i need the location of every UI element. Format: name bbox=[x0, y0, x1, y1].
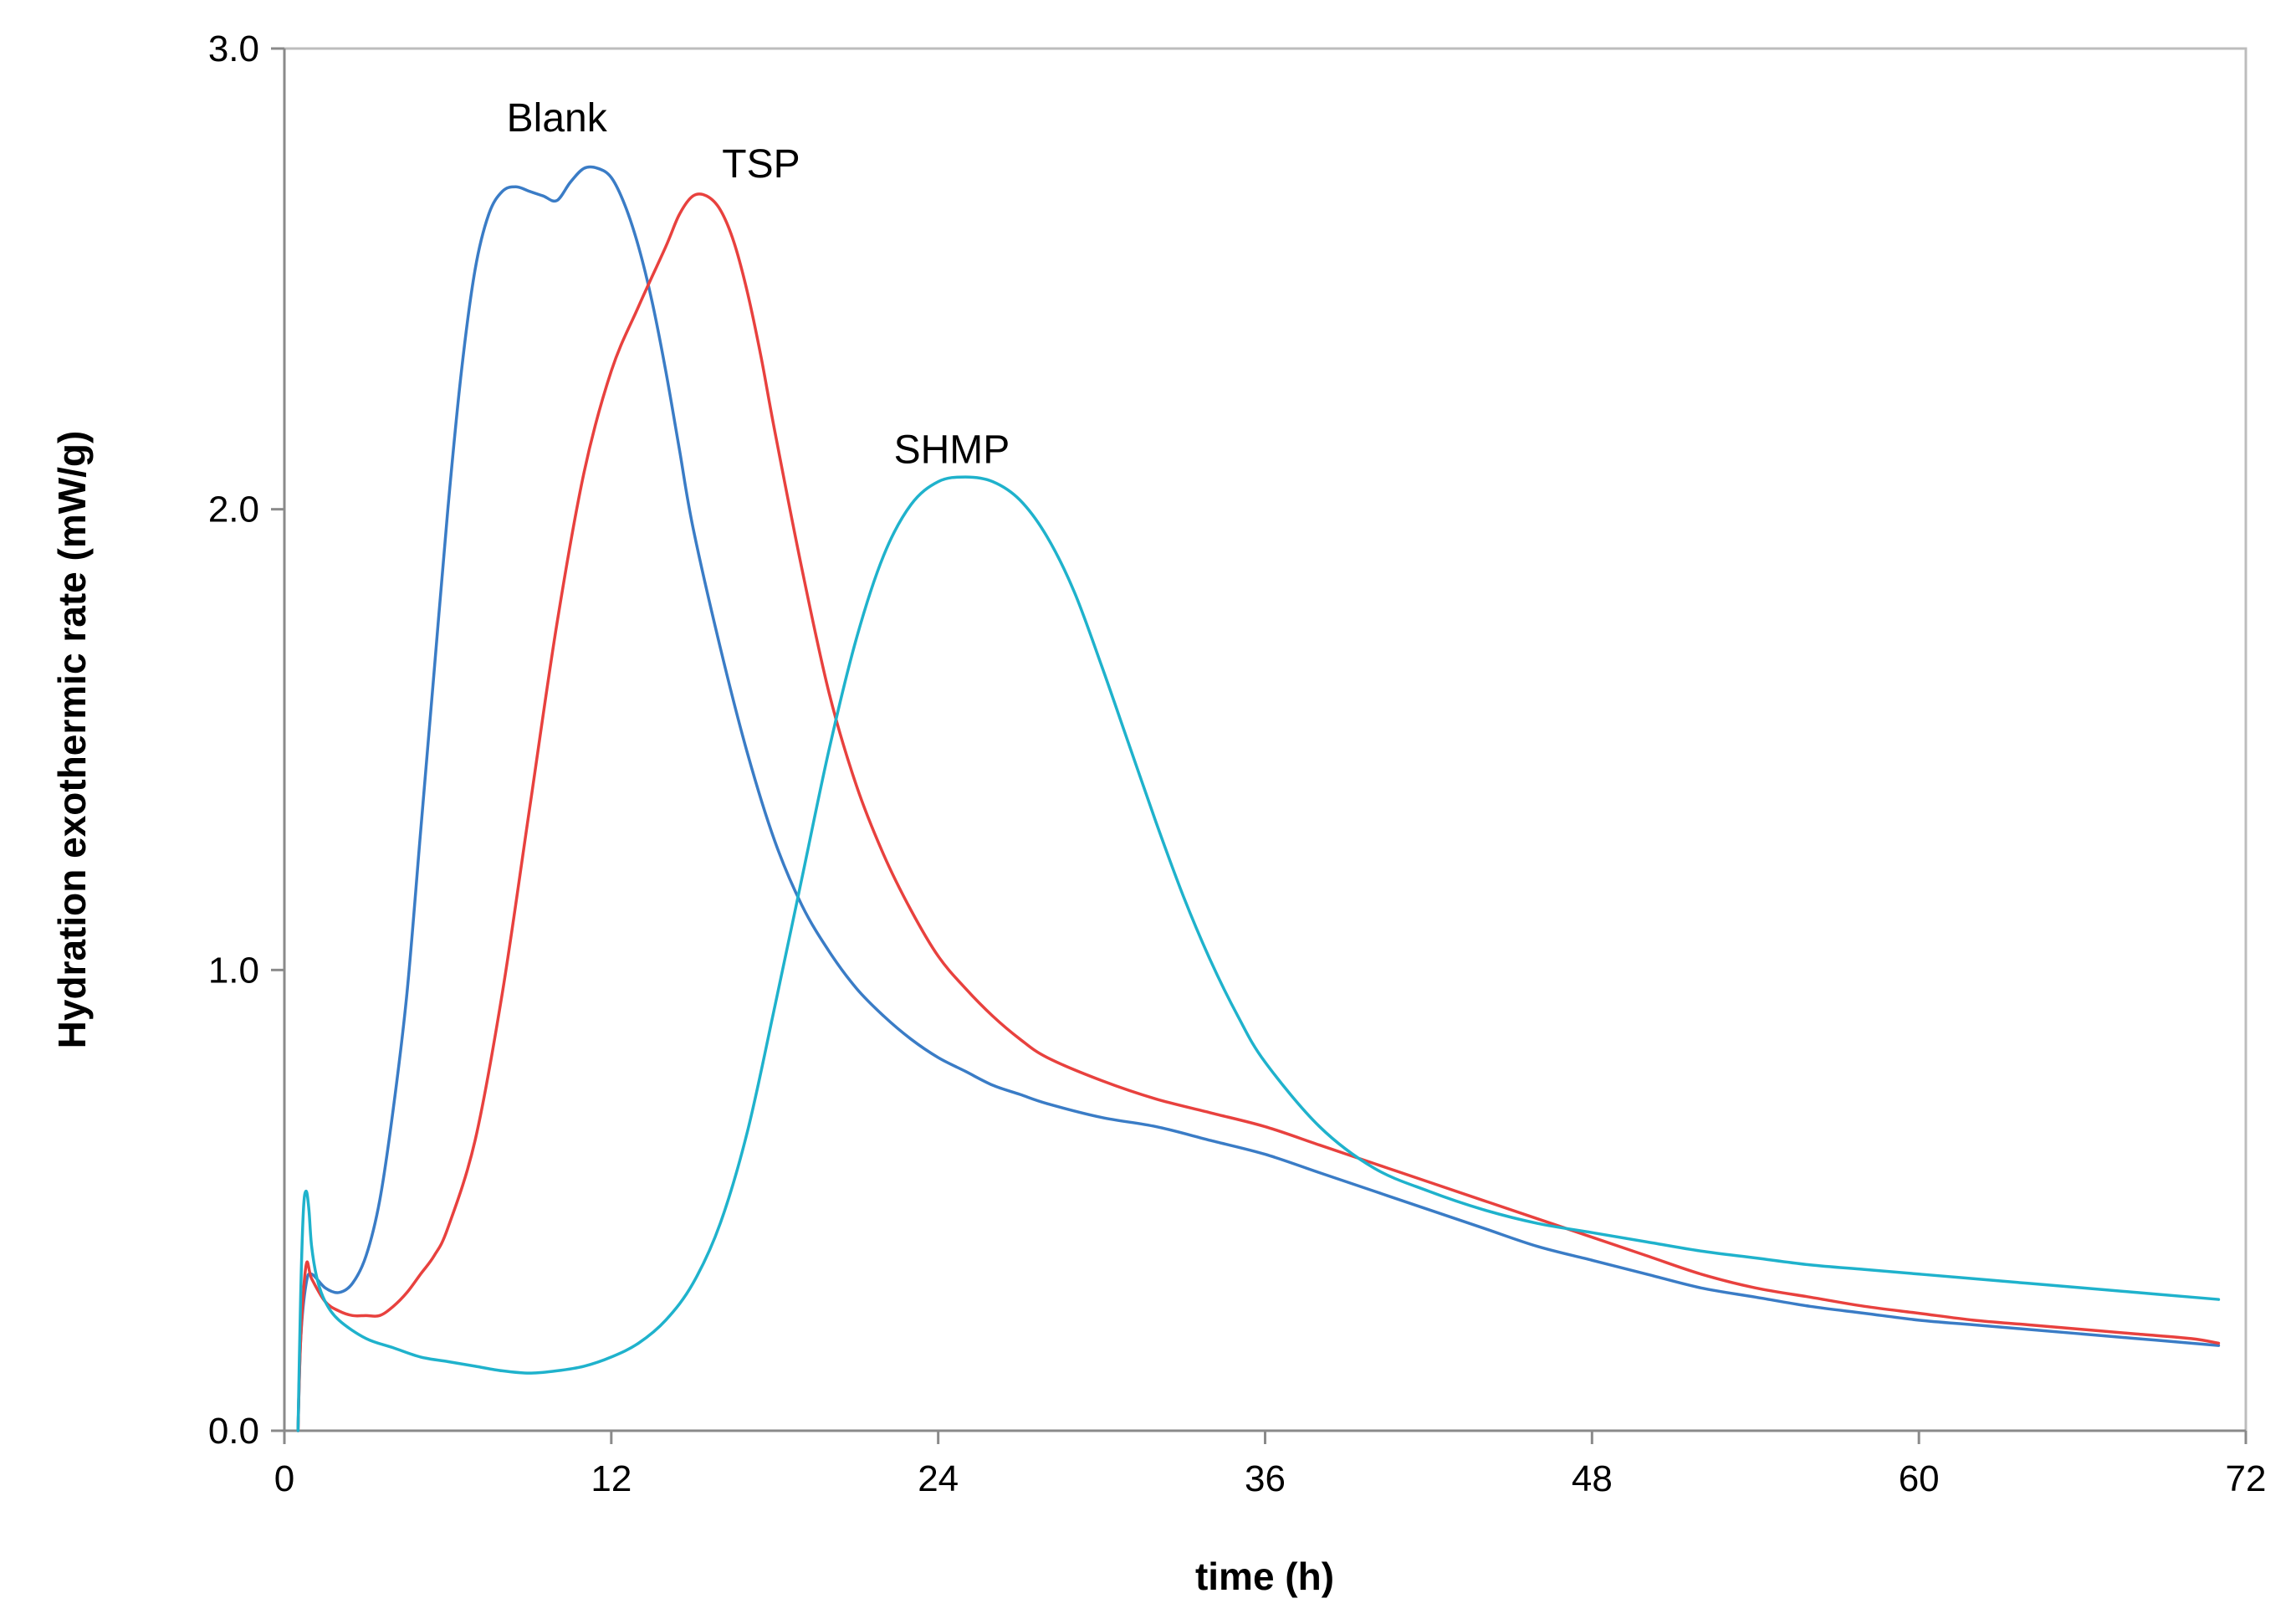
series-label-shmp: SHMP bbox=[894, 428, 1010, 473]
series-line-shmp bbox=[296, 475, 2221, 1432]
y-tick-label: 0.0 bbox=[208, 1411, 259, 1452]
x-tick-label: 60 bbox=[1899, 1458, 1940, 1499]
x-tick-label: 72 bbox=[2226, 1458, 2267, 1499]
series-label-blank: Blank bbox=[507, 96, 608, 141]
y-axis-title: Hydration exothermic rate (mW/g) bbox=[50, 431, 94, 1049]
x-tick-label: 0 bbox=[274, 1458, 294, 1499]
x-tick-label: 36 bbox=[1245, 1458, 1286, 1499]
y-tick-label: 2.0 bbox=[208, 489, 259, 530]
x-tick-label: 12 bbox=[591, 1458, 632, 1499]
series-line-blank bbox=[296, 165, 2221, 1432]
plot-area bbox=[283, 47, 2247, 1432]
x-axis-title: time (h) bbox=[1195, 1555, 1334, 1598]
series-label-tsp: TSP bbox=[722, 142, 800, 187]
y-tick-label: 1.0 bbox=[208, 950, 259, 991]
x-tick-label: 24 bbox=[918, 1458, 959, 1499]
series-line-tsp bbox=[296, 192, 2221, 1432]
y-tick-label: 3.0 bbox=[208, 28, 259, 69]
x-tick-label: 48 bbox=[1572, 1458, 1613, 1499]
